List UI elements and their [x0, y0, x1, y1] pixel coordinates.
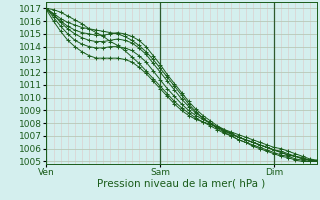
X-axis label: Pression niveau de la mer( hPa ): Pression niveau de la mer( hPa ) [98, 179, 266, 189]
